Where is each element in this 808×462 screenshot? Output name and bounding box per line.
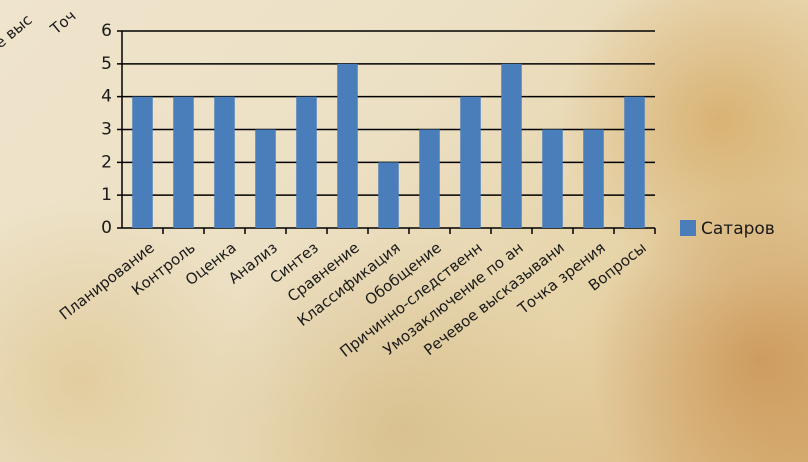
clipped-label: Точ [46,7,79,39]
y-tick-label: 0 [101,218,112,238]
bar [173,96,194,229]
y-tick-label: 4 [101,87,112,107]
y-tick-label: 5 [101,54,112,74]
bar [378,162,399,228]
y-tick-label: 3 [101,120,112,140]
bar [419,129,440,228]
bar [337,63,358,229]
y-tick-label: 1 [101,185,112,205]
clipped-label: е выс [0,11,35,52]
bar [624,96,645,229]
y-tick-label: 6 [101,21,112,41]
bar [460,96,481,229]
bar [255,129,276,228]
bar [132,96,153,229]
bar [501,63,522,229]
bar [542,129,563,228]
bar [296,96,317,229]
legend-label: Сатаров [701,219,775,239]
bar [583,129,604,228]
bar [214,96,235,229]
y-tick-label: 2 [101,152,112,172]
legend-swatch [680,220,696,236]
